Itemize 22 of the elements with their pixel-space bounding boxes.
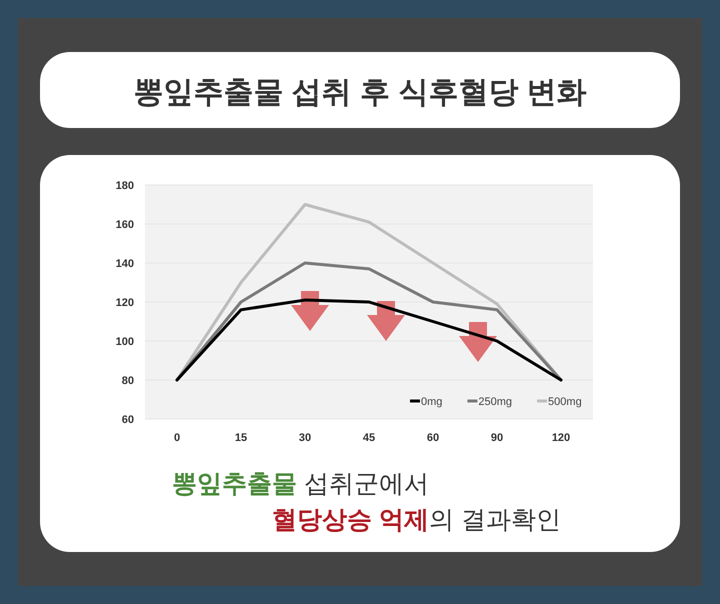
- y-tick-label: 140: [116, 258, 134, 270]
- chart-title: 뽕잎추출물 섭취 후 식후혈당 변화: [133, 76, 587, 109]
- x-tick-label: 90: [490, 432, 504, 444]
- legend-label: 500mg: [548, 396, 582, 408]
- x-tick-label: 15: [234, 432, 248, 444]
- x-tick-label: 0: [174, 432, 180, 444]
- text: 뽕잎추출물 섭취군에서: [172, 470, 429, 498]
- y-tick-label: 120: [116, 297, 134, 309]
- x-tick-label: 60: [426, 432, 440, 444]
- legend-label: 250mg: [478, 396, 512, 408]
- y-tick-label: 60: [122, 414, 134, 426]
- y-tick-label: 80: [122, 375, 134, 387]
- x-tick-label: 45: [362, 432, 376, 444]
- line-series: [176, 298, 562, 382]
- x-tick-label: 120: [552, 432, 570, 444]
- legend-label: 0mg: [421, 396, 442, 408]
- x-tick-label: 30: [298, 432, 312, 444]
- line-series: [176, 262, 562, 382]
- text: 혈당상승 억제의 결과확인: [272, 506, 561, 534]
- y-tick-label: 160: [116, 219, 134, 231]
- y-tick-label: 180: [116, 180, 134, 192]
- y-tick-label: 100: [116, 336, 134, 348]
